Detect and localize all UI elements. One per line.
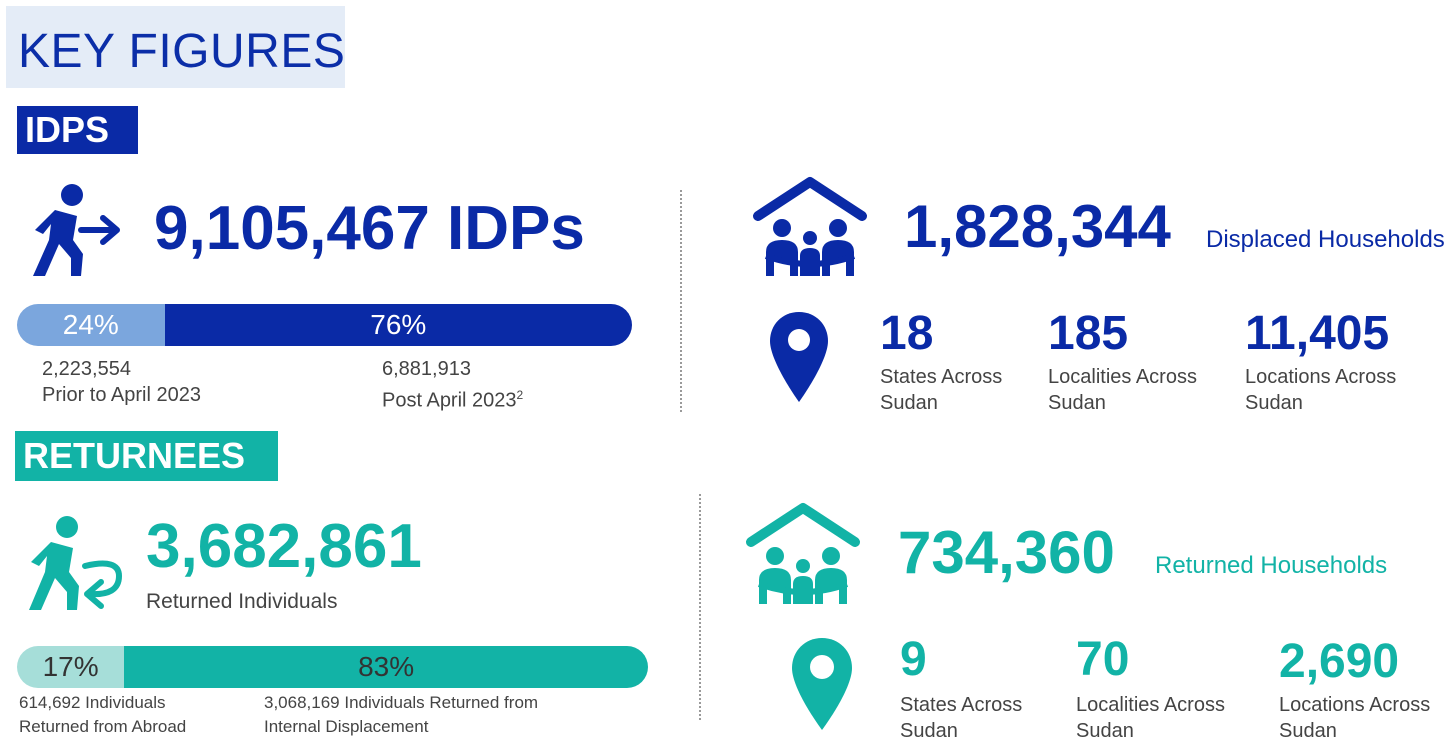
returnees-internal-label-1: 3,068,169 Individuals Returned from: [264, 693, 539, 712]
returnees-total-label: Returned Individuals: [146, 590, 338, 613]
idps-progress-bar: 24% 76%: [17, 304, 632, 346]
returnees-bar-abroad: 17%: [17, 646, 125, 688]
title-background: [6, 6, 345, 88]
idps-states-label-1: States Across: [880, 366, 1003, 388]
idps-divider: [680, 190, 682, 412]
returnees-states-label-2: Sudan: [900, 720, 958, 742]
idps-states-label-2: Sudan: [880, 392, 938, 414]
location-pin-icon: [768, 310, 830, 404]
returnees-total: 3,682,861: [146, 512, 422, 581]
returnees-locations-label-1: Locations Across: [1279, 694, 1431, 716]
idps-post-footnote: 2: [516, 388, 524, 402]
idps-households-value: 1,828,344: [904, 193, 1171, 260]
idps-locations-value: 11,405: [1245, 307, 1390, 360]
idps-localities-label-1: Localities Across: [1048, 366, 1197, 388]
returnees-locations-value: 2,690: [1279, 635, 1400, 688]
returning-person-icon: [15, 514, 127, 614]
idps-bar-prior-label: 24%: [62, 309, 119, 340]
returnees-localities-value: 70: [1076, 633, 1130, 686]
idps-section-tag: IDPS: [17, 106, 138, 154]
returnees-bar-internal: 83%: [124, 646, 648, 688]
idps-households-label: Displaced Households: [1206, 226, 1445, 253]
idps-tag-label: IDPS: [25, 109, 110, 150]
returnees-abroad-label-2: Returned from Abroad: [19, 717, 187, 736]
returnees-locations-label-2: Sudan: [1279, 720, 1337, 742]
returnees-localities-label-2: Sudan: [1076, 720, 1134, 742]
returnees-bar-abroad-label: 17%: [42, 651, 99, 682]
idps-post-value: 6,881,913: [382, 358, 471, 380]
house-family-icon: [752, 176, 868, 278]
idps-locations-label-2: Sudan: [1245, 392, 1303, 414]
returnees-localities-label-1: Localities Across: [1076, 694, 1225, 716]
returnees-abroad-label-1: 614,692 Individuals: [19, 693, 166, 712]
returnees-section-tag: RETURNEES: [15, 431, 278, 481]
returnees-households-label: Returned Households: [1155, 552, 1388, 579]
returnees-bar-internal-label: 83%: [358, 651, 415, 682]
idps-localities-label-2: Sudan: [1048, 392, 1106, 414]
returnees-states-value: 9: [900, 633, 927, 686]
idps-bar-prior: 24%: [17, 304, 165, 346]
location-pin-icon: [790, 636, 854, 732]
idps-states-value: 18: [880, 307, 934, 360]
idps-prior-value: 2,223,554: [42, 358, 131, 380]
idps-locations-label-1: Locations Across: [1245, 366, 1397, 388]
walking-person-arrow-icon: [15, 182, 125, 280]
idps-localities-value: 185: [1048, 307, 1129, 360]
returnees-households-value: 734,360: [898, 519, 1115, 586]
page-title: KEY FIGURES: [18, 25, 346, 78]
idps-post-label-wrap: Post April 20232: [382, 382, 523, 414]
returnees-internal-label-2: Internal Displacement: [264, 717, 429, 736]
idps-prior-label: Prior to April 2023: [42, 384, 201, 406]
returnees-tag-label: RETURNEES: [23, 435, 246, 476]
house-family-icon: [745, 502, 861, 606]
idps-bar-post-label: 76%: [370, 309, 427, 340]
idps-bar-post: 76%: [164, 304, 632, 346]
returnees-divider: [699, 494, 701, 720]
returnees-states-label-1: States Across: [900, 694, 1023, 716]
idps-post-label: Post April 2023: [382, 389, 517, 412]
returnees-progress-bar: 17% 83%: [17, 646, 648, 688]
idps-total: 9,105,467 IDPs: [154, 194, 585, 263]
